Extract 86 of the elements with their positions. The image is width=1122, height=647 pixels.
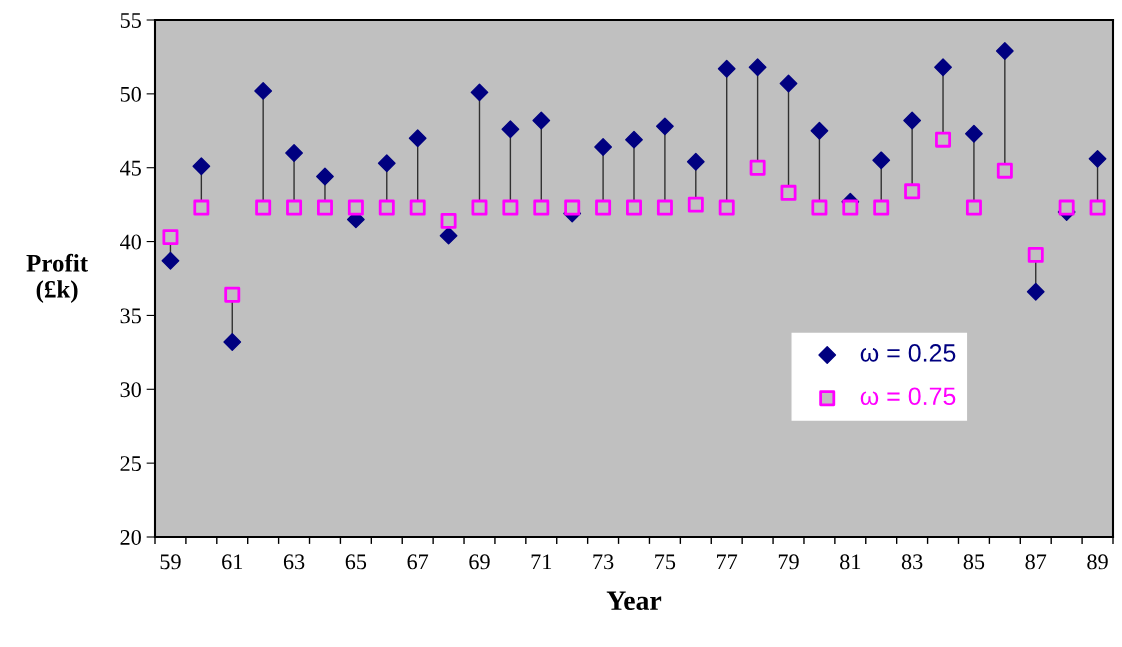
point — [347, 199, 364, 216]
y-tick-label: 30 — [120, 382, 141, 398]
x-tick-label: 77 — [717, 554, 738, 570]
point — [378, 199, 395, 216]
point — [903, 111, 922, 130]
legend-label: ω = 0.25 — [860, 344, 956, 362]
point — [687, 196, 704, 213]
point — [595, 199, 612, 216]
point — [656, 199, 673, 216]
x-tick-label: 71 — [531, 554, 552, 570]
point — [316, 199, 333, 216]
point — [193, 199, 210, 216]
x-tick-label: 63 — [283, 554, 305, 570]
point — [594, 138, 613, 156]
y-tick-label: 40 — [120, 234, 141, 250]
x-tick-label: 79 — [778, 554, 799, 570]
point — [718, 199, 735, 216]
x-tick-label: 85 — [963, 554, 985, 570]
x-tick-label: 81 — [840, 554, 861, 570]
point — [810, 121, 829, 140]
point — [717, 59, 736, 78]
point — [935, 131, 952, 148]
point — [254, 81, 273, 100]
point — [1089, 199, 1106, 216]
point — [224, 286, 241, 303]
point — [842, 199, 859, 216]
point — [255, 199, 272, 216]
point — [377, 154, 396, 173]
point — [749, 159, 766, 176]
point — [904, 183, 921, 200]
point — [440, 212, 457, 229]
point — [1027, 246, 1044, 263]
point — [408, 129, 427, 148]
x-tick-label: 69 — [469, 554, 490, 570]
point — [223, 333, 242, 351]
point — [564, 199, 581, 216]
point — [192, 157, 211, 176]
y-axis-title: Profit (£k) — [26, 253, 88, 303]
x-tick-label: 59 — [160, 554, 181, 570]
point — [780, 184, 797, 201]
x-tick-label: 83 — [901, 554, 923, 570]
point — [811, 199, 828, 216]
point — [965, 199, 982, 216]
x-axis-title: Year — [606, 591, 662, 611]
x-tick-label: 61 — [222, 554, 243, 570]
point — [533, 199, 550, 216]
point — [996, 162, 1013, 179]
y-tick-label: 25 — [120, 456, 141, 472]
y-tick-label: 20 — [120, 529, 141, 545]
point — [501, 120, 520, 139]
point — [686, 152, 705, 171]
x-tick-label: 89 — [1087, 554, 1108, 570]
point — [965, 124, 983, 143]
legend-label: ω = 0.75 — [860, 387, 956, 406]
point — [502, 199, 519, 216]
point — [872, 151, 891, 170]
y-tick-label: 55 — [120, 13, 141, 28]
point — [286, 199, 303, 216]
point — [873, 199, 890, 216]
point — [655, 117, 674, 136]
point — [162, 229, 179, 246]
point — [439, 226, 458, 245]
y-tick-label: 35 — [120, 308, 141, 324]
point — [748, 58, 767, 77]
y-tick-label: 50 — [120, 86, 141, 102]
point — [161, 251, 180, 270]
point — [1058, 199, 1075, 216]
point — [471, 199, 488, 216]
x-tick-label: 73 — [593, 554, 614, 570]
x-tick-label: 65 — [345, 554, 367, 570]
point — [1088, 149, 1107, 168]
point — [470, 83, 489, 102]
point — [316, 167, 334, 186]
point — [779, 74, 798, 93]
point — [625, 130, 643, 149]
point — [626, 199, 642, 216]
point — [934, 58, 952, 77]
point — [995, 42, 1014, 60]
x-tick-label: 87 — [1025, 554, 1047, 570]
point — [285, 144, 303, 162]
x-tick-label: 75 — [655, 554, 676, 570]
point — [1026, 282, 1045, 301]
point — [409, 199, 426, 216]
point — [532, 111, 551, 130]
y-tick-label: 45 — [120, 160, 141, 176]
x-tick-label: 67 — [407, 554, 429, 570]
